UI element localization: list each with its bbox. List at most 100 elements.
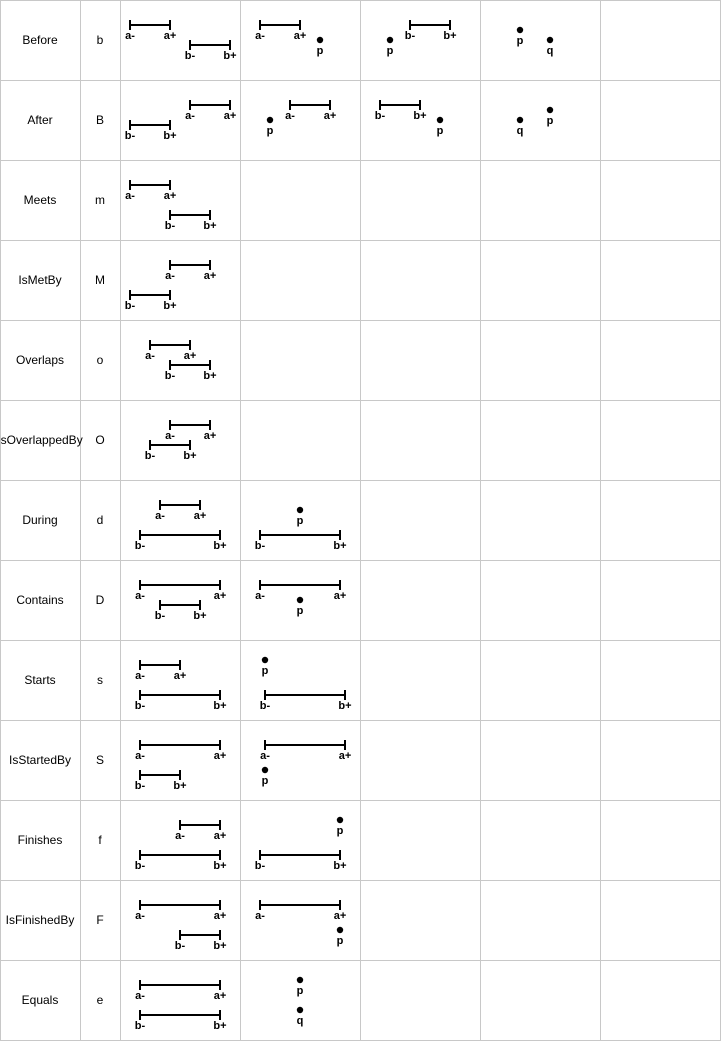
- interval-a-end-label: a+: [184, 350, 197, 362]
- interval-b-end-label: b+: [338, 700, 351, 712]
- interval-b-end-label: b+: [213, 860, 226, 872]
- point-q-dot: [546, 36, 554, 44]
- point-p-dot: [436, 116, 444, 124]
- interval-a-start-label: a-: [135, 990, 145, 1002]
- relation-symbol: B: [96, 113, 104, 127]
- relation-name: Finishes: [18, 833, 63, 847]
- interval-a-start-label: a-: [135, 910, 145, 922]
- interval-b-start-label: b-: [255, 860, 266, 872]
- interval-b-end-label: b+: [333, 860, 346, 872]
- interval-b-start-label: b-: [175, 940, 186, 952]
- point-p-label: p: [517, 35, 524, 47]
- interval-a-start-label: a-: [285, 110, 295, 122]
- point-p-dot: [316, 36, 324, 44]
- point-p-dot: [296, 976, 304, 984]
- relation-symbol: b: [97, 33, 104, 47]
- interval-b-start-label: b-: [405, 30, 416, 42]
- interval-b-end-label: b+: [213, 540, 226, 552]
- relation-symbol: M: [95, 273, 105, 287]
- interval-b-end-label: b+: [213, 940, 226, 952]
- interval-a-start-label: a-: [255, 590, 265, 602]
- relation-symbol: S: [96, 753, 104, 767]
- relation-name: IsStartedBy: [9, 753, 71, 767]
- relation-symbol: f: [98, 833, 102, 847]
- interval-a-start-label: a-: [165, 430, 175, 442]
- point-p-dot: [296, 596, 304, 604]
- interval-a-end-label: a+: [214, 910, 227, 922]
- interval-a-start-label: a-: [125, 190, 135, 202]
- interval-a-start-label: a-: [155, 510, 165, 522]
- interval-b-start-label: b-: [260, 700, 271, 712]
- relation-name: Overlaps: [16, 353, 64, 367]
- point-p-label: p: [337, 935, 344, 947]
- relation-name: IsFinishedBy: [6, 913, 75, 927]
- point-p-label: p: [437, 125, 444, 137]
- interval-b-start-label: b-: [135, 540, 146, 552]
- interval-b-end-label: b+: [163, 300, 176, 312]
- interval-b-start-label: b-: [155, 610, 166, 622]
- point-p-dot: [261, 766, 269, 774]
- relation-symbol: s: [97, 673, 103, 687]
- interval-b-end-label: b+: [223, 50, 236, 62]
- relation-symbol: F: [96, 913, 103, 927]
- relation-symbol: O: [95, 433, 104, 447]
- point-p-label: p: [267, 125, 274, 137]
- interval-a-end-label: a+: [194, 510, 207, 522]
- interval-b-end-label: b+: [443, 30, 456, 42]
- interval-b-start-label: b-: [145, 450, 156, 462]
- point-p-dot: [336, 926, 344, 934]
- interval-a-start-label: a-: [255, 910, 265, 922]
- interval-a-end-label: a+: [204, 430, 217, 442]
- interval-a-end-label: a+: [334, 910, 347, 922]
- relation-name: Starts: [24, 673, 55, 687]
- interval-a-end-label: a+: [224, 110, 237, 122]
- point-q-dot: [516, 116, 524, 124]
- interval-b-end-label: b+: [203, 220, 216, 232]
- interval-a-end-label: a+: [324, 110, 337, 122]
- point-p-dot: [336, 816, 344, 824]
- interval-a-end-label: a+: [174, 670, 187, 682]
- interval-a-end-label: a+: [339, 750, 352, 762]
- point-p-label: p: [297, 515, 304, 527]
- interval-a-end-label: a+: [204, 270, 217, 282]
- interval-a-end-label: a+: [294, 30, 307, 42]
- interval-a-end-label: a+: [334, 590, 347, 602]
- point-p-dot: [516, 26, 524, 34]
- point-q-dot: [296, 1006, 304, 1014]
- interval-b-start-label: b-: [165, 220, 176, 232]
- point-q-label: q: [297, 1015, 304, 1027]
- interval-b-start-label: b-: [125, 300, 136, 312]
- interval-b-start-label: b-: [135, 860, 146, 872]
- interval-a-end-label: a+: [214, 750, 227, 762]
- interval-a-start-label: a-: [135, 670, 145, 682]
- interval-a-start-label: a-: [125, 30, 135, 42]
- interval-b-end-label: b+: [213, 1020, 226, 1032]
- interval-b-end-label: b+: [213, 700, 226, 712]
- interval-b-end-label: b+: [163, 130, 176, 142]
- interval-b-start-label: b-: [185, 50, 196, 62]
- point-q-label: q: [547, 45, 554, 57]
- interval-b-end-label: b+: [173, 780, 186, 792]
- interval-a-end-label: a+: [164, 30, 177, 42]
- interval-b-end-label: b+: [193, 610, 206, 622]
- interval-a-end-label: a+: [214, 990, 227, 1002]
- relation-name: Meets: [24, 193, 57, 207]
- point-p-label: p: [317, 45, 324, 57]
- interval-a-start-label: a-: [165, 270, 175, 282]
- point-p-label: p: [337, 825, 344, 837]
- interval-b-start-label: b-: [125, 130, 136, 142]
- point-p-dot: [261, 656, 269, 664]
- interval-a-end-label: a+: [214, 830, 227, 842]
- relation-name: Before: [22, 33, 58, 47]
- interval-a-end-label: a+: [214, 590, 227, 602]
- relation-symbol: D: [96, 593, 105, 607]
- interval-b-start-label: b-: [375, 110, 386, 122]
- interval-a-start-label: a-: [185, 110, 195, 122]
- point-p-dot: [266, 116, 274, 124]
- relation-symbol: o: [97, 353, 104, 367]
- point-p-dot: [386, 36, 394, 44]
- point-p-label: p: [547, 115, 554, 127]
- interval-b-end-label: b+: [203, 370, 216, 382]
- interval-a-start-label: a-: [145, 350, 155, 362]
